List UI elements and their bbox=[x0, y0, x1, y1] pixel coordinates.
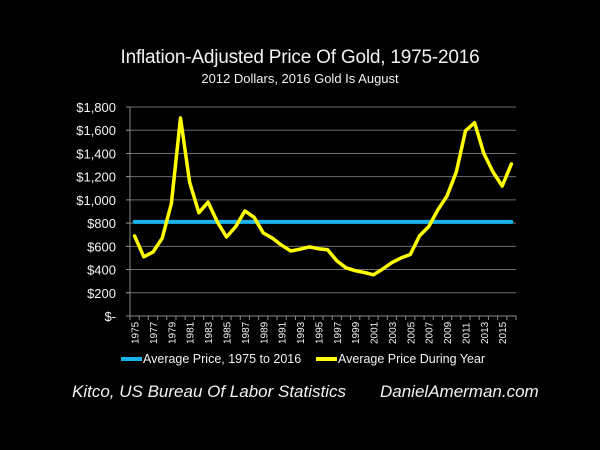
x-tick-label: 2001 bbox=[370, 321, 381, 344]
x-tick-label: 1979 bbox=[167, 321, 178, 344]
legend-label-average: Average Price, 1975 to 2016 bbox=[143, 352, 302, 366]
y-tick-label: $- bbox=[104, 309, 116, 324]
x-tick-label: 2009 bbox=[443, 321, 454, 344]
source-credit: Kitco, US Bureau Of Labor Statistics bbox=[72, 382, 347, 401]
y-tick-labels: $- $200 $400 $600 $800 $1,000 $1,200 $1,400 $1,6… bbox=[76, 100, 116, 324]
x-tick-label: 1999 bbox=[351, 321, 362, 344]
y-tick-label: $400 bbox=[87, 263, 116, 278]
legend-swatch-yearly bbox=[316, 357, 337, 361]
legend-label-yearly: Average Price During Year bbox=[338, 352, 486, 366]
gridlines bbox=[126, 106, 516, 294]
x-tick-label: 2007 bbox=[425, 321, 436, 344]
x-tick-label: 2013 bbox=[480, 321, 491, 344]
axes bbox=[126, 106, 517, 320]
legend-item-yearly: Average Price During Year bbox=[316, 352, 485, 366]
x-tick-label: 1983 bbox=[204, 321, 215, 344]
x-tick-label: 1987 bbox=[241, 321, 252, 344]
website-credit: DanielAmerman.com bbox=[380, 382, 539, 401]
x-tick-label: 1991 bbox=[278, 321, 289, 344]
y-tick-label: $600 bbox=[87, 239, 116, 254]
x-tick-label: 1995 bbox=[314, 321, 325, 344]
y-tick-label: $1,000 bbox=[76, 193, 116, 208]
x-tick-label: 1977 bbox=[149, 321, 160, 344]
x-tick-label: 1985 bbox=[223, 321, 234, 344]
x-tick-label: 2011 bbox=[461, 322, 472, 344]
series-line-yearly bbox=[132, 116, 514, 277]
x-tick-label: 1981 bbox=[186, 321, 197, 344]
x-tick-label: 2005 bbox=[406, 321, 417, 344]
x-tick-label: 1993 bbox=[296, 321, 307, 344]
x-tick-label: 1997 bbox=[333, 321, 344, 344]
y-tick-label: $200 bbox=[87, 286, 116, 301]
y-tick-label: $1,600 bbox=[76, 123, 116, 138]
chart-subtitle: 2012 Dollars, 2016 Gold Is August bbox=[201, 71, 399, 86]
legend-item-average: Average Price, 1975 to 2016 bbox=[121, 352, 301, 366]
y-tick-label: $800 bbox=[87, 216, 116, 231]
chart-title: Inflation-Adjusted Price Of Gold, 1975-2… bbox=[120, 47, 480, 68]
x-tick-labels: 1975 1977 1979 1981 1983 1985 1987 1989 1991 1993… bbox=[131, 321, 510, 344]
y-tick-label: $1,200 bbox=[76, 170, 116, 185]
y-tick-label: $1,400 bbox=[76, 146, 116, 161]
series-lines bbox=[132, 116, 514, 277]
x-tick-label: 1989 bbox=[259, 321, 270, 344]
x-tick-label: 1975 bbox=[131, 321, 142, 344]
y-tick-label: $1,800 bbox=[76, 100, 116, 115]
x-tick-label: 2003 bbox=[388, 321, 399, 344]
x-tick-label: 2015 bbox=[498, 321, 509, 344]
legend-swatch-average bbox=[121, 357, 142, 361]
